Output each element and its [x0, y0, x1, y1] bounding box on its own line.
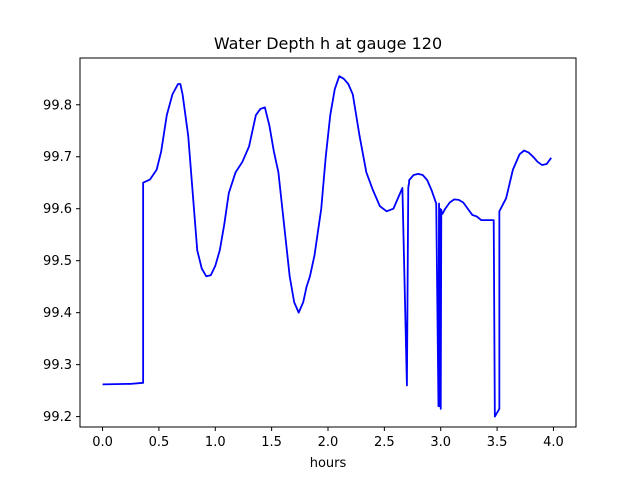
plot-area	[79, 57, 577, 428]
y-tick-label: 99.2	[43, 410, 72, 425]
x-tick-label: 3.0	[430, 435, 451, 450]
plot-frame	[79, 57, 577, 428]
y-tick-label: 99.6	[43, 202, 72, 217]
x-tick-label: 1.0	[205, 435, 226, 450]
chart-title: Water Depth h at gauge 120	[214, 34, 442, 53]
x-axis-ticks: 0.0 0.5 1.0 1.5 2.0 2.5 3.0 3.5 4.0	[92, 427, 564, 450]
y-tick-label: 99.5	[43, 254, 72, 269]
x-tick-label: 0.0	[92, 435, 113, 450]
x-axis-label: hours	[310, 456, 347, 471]
x-tick-label: 2.5	[374, 435, 395, 450]
series-line-0	[102, 75, 552, 418]
x-tick-label: 0.5	[149, 435, 170, 450]
y-tick-label: 99.7	[43, 150, 72, 165]
series-layer	[102, 75, 552, 418]
x-tick-label: 3.5	[487, 435, 508, 450]
y-tick-label: 99.8	[43, 98, 72, 113]
y-axis-ticks: 99.2 99.3 99.4 99.5 99.6 99.7 99.8	[43, 98, 80, 425]
y-tick-label: 99.3	[43, 358, 72, 373]
x-tick-label: 1.5	[261, 435, 282, 450]
y-tick-label: 99.4	[43, 306, 72, 321]
x-tick-label: 2.0	[318, 435, 339, 450]
x-tick-label: 4.0	[543, 435, 564, 450]
